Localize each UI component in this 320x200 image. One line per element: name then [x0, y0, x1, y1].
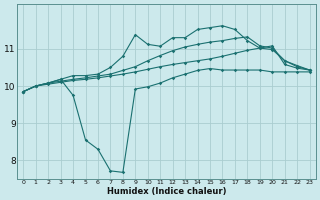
X-axis label: Humidex (Indice chaleur): Humidex (Indice chaleur)	[107, 187, 226, 196]
